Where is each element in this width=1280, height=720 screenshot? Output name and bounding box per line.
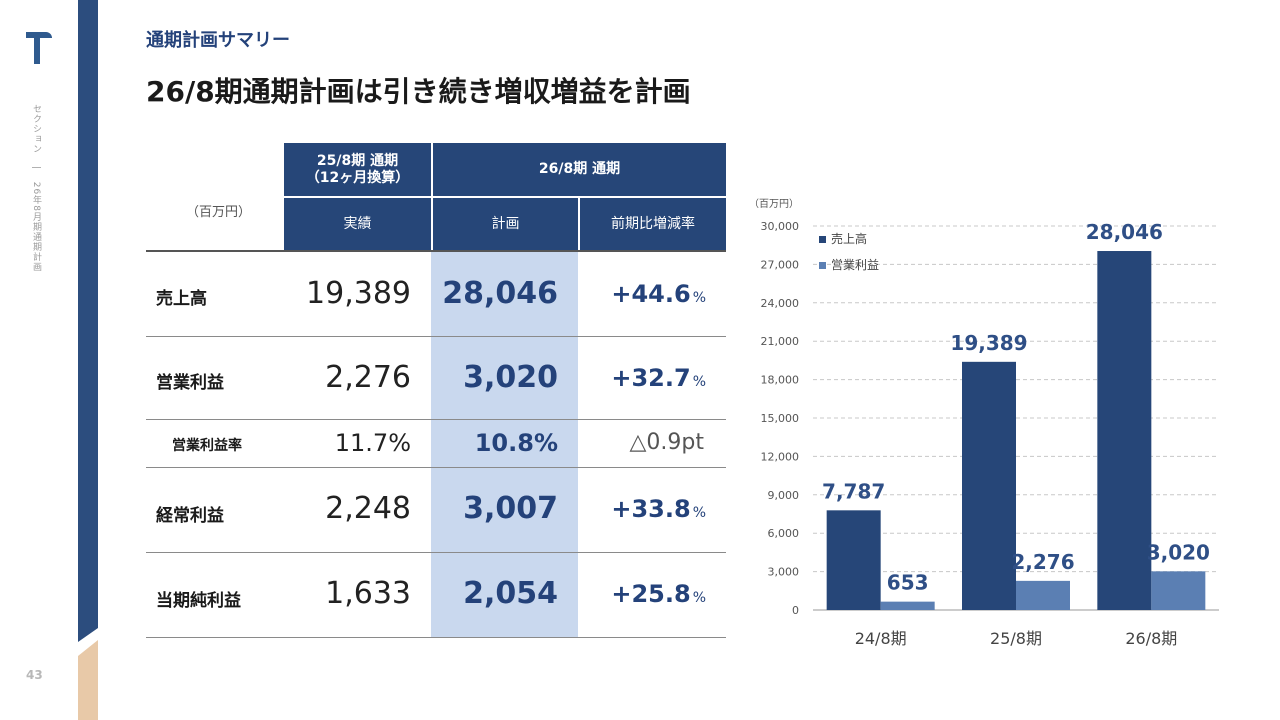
y-tick-label: 27,000 [761,258,800,271]
fy25-value: 11.7% [334,429,411,457]
y-tick-label: 0 [792,604,799,617]
bar-operating-profit [1016,580,1070,610]
y-tick-label: 24,000 [761,297,800,310]
legend-swatch [819,262,826,269]
table-row: 当期純利益 1,633 2,054 +25.8% [146,554,726,638]
change-value: +44.6% [611,280,706,308]
plan-column-highlight [431,251,578,637]
row-label: 営業利益率 [172,438,242,454]
fy26-value: 2,054 [463,576,558,611]
change-unit: % [692,590,706,606]
fy26-value: 10.8% [474,429,558,457]
bar-revenue [962,361,1016,610]
change-value: +32.7% [611,364,706,392]
header-fy25-line1: 25/8期 通期 [316,152,399,169]
data-label: 2,276 [1011,550,1074,574]
period-label: 26年8月期通期計画 [31,181,41,272]
y-tick-label: 6,000 [768,527,800,540]
x-tick-label: 25/8期 [990,629,1042,648]
page-title: 26/8期通期計画は引き続き増収増益を計画 [146,75,691,108]
decorative-band [78,0,98,720]
unit-label: （百万円） [186,205,252,220]
row-label: 売上高 [156,289,207,309]
bar-operating-profit [1151,571,1206,610]
fy25-value: 2,276 [325,360,411,395]
fy25-value: 19,389 [306,276,411,311]
table-row: 営業利益率 11.7% 10.8% △0.9pt [146,421,726,468]
change-unit: % [692,290,706,306]
table-row: 売上高 19,389 28,046 +44.6% [146,250,726,337]
sidebar-section-text: セクション | 26年8月期通期計画 [30,104,43,272]
change-value: +25.8% [611,580,706,608]
header-fy26: 26/8期 通期 [433,143,726,196]
header-fy25: 25/8期 通期 （12ヶ月換算） [284,143,431,196]
change-value: +33.8% [611,495,706,523]
header-change: 前期比増減率 [580,198,726,251]
change-number: +25.8 [611,580,691,608]
page-number: 43 [26,668,43,682]
x-tick-label: 26/8期 [1125,629,1177,648]
revenue-profit-chart: （百万円） 0 3,000 6,000 9,000 12,000 15,000 18,000… [749,198,1219,648]
row-label: 営業利益 [156,373,224,393]
y-tick-label: 18,000 [761,374,800,387]
company-logo [26,32,52,64]
change-number: +32.7 [611,364,691,392]
data-label: 7,787 [822,479,885,503]
legend-label: 売上高 [831,231,867,246]
fy25-value: 1,633 [325,576,411,611]
data-label: 653 [887,571,929,595]
bar-revenue [1097,251,1152,610]
legend-swatch [819,236,826,243]
page-subtitle: 通期計画サマリー [146,30,290,51]
bar-operating-profit [880,601,935,610]
chart-unit-label: （百万円） [749,198,799,210]
legend-label: 営業利益 [831,258,879,272]
change-number: +33.8 [611,495,691,523]
header-actual: 実績 [284,198,431,251]
fy26-value: 3,020 [463,360,558,395]
section-divider: | [31,165,41,170]
header-plan: 計画 [433,198,578,251]
change-unit: % [692,505,706,521]
row-label: 当期純利益 [156,591,241,611]
header-fy25-line2: （12ヶ月換算） [305,169,410,186]
section-label: セクション [31,104,41,154]
data-label: 19,389 [950,331,1027,355]
change-number: △0.9pt [629,430,705,455]
data-label: 3,020 [1147,540,1210,564]
y-tick-label: 3,000 [768,566,800,579]
y-tick-label: 9,000 [768,489,800,502]
fy26-value: 28,046 [442,276,558,311]
table-row: 営業利益 2,276 3,020 +32.7% [146,336,726,420]
row-label: 経常利益 [156,506,224,526]
y-tick-label: 12,000 [761,450,800,463]
y-tick-label: 21,000 [761,335,800,348]
y-tick-label: 15,000 [761,412,800,425]
change-unit: % [692,374,706,390]
change-number: +44.6 [611,280,691,308]
x-tick-label: 24/8期 [855,629,907,648]
y-tick-label: 30,000 [761,220,800,233]
fy26-value: 3,007 [463,491,558,526]
data-label: 28,046 [1086,220,1163,244]
fy25-value: 2,248 [325,491,411,526]
table-row: 経常利益 2,248 3,007 +33.8% [146,469,726,553]
change-value: △0.9pt [630,430,707,455]
bar-revenue [826,510,881,610]
